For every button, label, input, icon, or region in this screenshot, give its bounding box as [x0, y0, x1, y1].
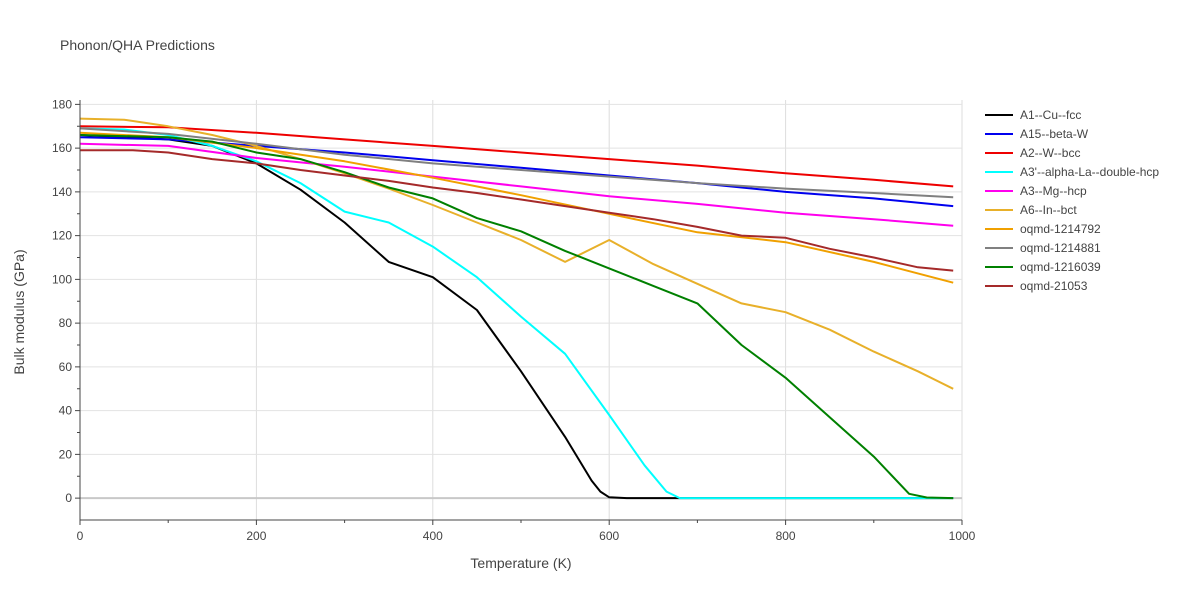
- x-tick-label: 400: [423, 529, 443, 543]
- y-tick-label: 180: [52, 97, 72, 111]
- x-tick-label: 200: [246, 529, 266, 543]
- y-tick-label: 20: [59, 447, 73, 461]
- y-tick-label: 0: [65, 491, 72, 505]
- y-tick-label: 140: [52, 185, 72, 199]
- series-line-oqmd-21053: [80, 149, 954, 272]
- y-axis-title: Bulk modulus (GPa): [11, 249, 27, 374]
- legend: A1--Cu--fcc A15--beta-W A2--W--bcc A3'--alp…: [985, 108, 1159, 293]
- y-tick-label: 60: [59, 360, 73, 374]
- legend-label: oqmd-1214881: [1020, 241, 1101, 255]
- x-tick-label: 600: [599, 529, 619, 543]
- chart-title: Phonon/QHA Predictions: [60, 37, 215, 53]
- legend-label: A15--beta-W: [1020, 127, 1089, 141]
- y-tick-label: 120: [52, 229, 72, 243]
- legend-label: A3--Mg--hcp: [1020, 184, 1087, 198]
- y-tick-label: 160: [52, 141, 72, 155]
- series-lines: [79, 117, 954, 500]
- y-tick-label: 80: [59, 316, 73, 330]
- legend-label: oqmd-1216039: [1020, 260, 1101, 274]
- legend-label: A6--In--bct: [1020, 203, 1077, 217]
- series-line-oqmd-1214881: [79, 127, 954, 199]
- series-line-a2-w-bcc: [79, 125, 954, 188]
- series-line-a3-mg-hcp: [79, 142, 954, 227]
- legend-label: A3'--alpha-La--double-hcp: [1020, 165, 1159, 179]
- legend-label: A2--W--bcc: [1020, 146, 1080, 160]
- legend-label: oqmd-1214792: [1020, 222, 1101, 236]
- legend-label: A1--Cu--fcc: [1020, 108, 1081, 122]
- series-line-oqmd-1216039: [79, 134, 954, 500]
- x-tick-label: 1000: [949, 529, 976, 543]
- x-axis-title: Temperature (K): [470, 555, 571, 571]
- legend-label: oqmd-21053: [1020, 279, 1088, 293]
- series-line-a6-in-bct: [79, 117, 954, 390]
- series-line-a3-alpha-la-double-hcp: [79, 127, 954, 500]
- y-tick-label: 100: [52, 272, 72, 286]
- grid-lines: [79, 100, 963, 520]
- y-tick-label: 40: [59, 404, 73, 418]
- x-tick-label: 0: [77, 529, 84, 543]
- x-tick-label: 800: [776, 529, 796, 543]
- axes: 0 200 400 600 800 1000 0 20 40 60 80 100 120 140 160 18…: [52, 97, 976, 543]
